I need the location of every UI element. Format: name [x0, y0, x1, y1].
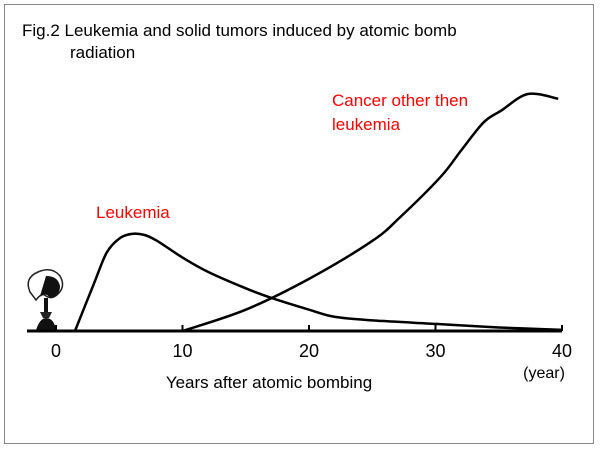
- figure-frame: [4, 4, 594, 444]
- x-tick-label: 30: [425, 341, 445, 361]
- leukemia-line: [73, 232, 563, 332]
- x-axis-label: Years after atomic bombing: [166, 373, 372, 392]
- x-tick-label: 10: [172, 341, 192, 361]
- x-axis: 0 10 20 30 40: [27, 325, 572, 361]
- title-line-1: Fig.2 Leukemia and solid tumors induced …: [22, 21, 457, 40]
- cancer-line: [182, 92, 559, 333]
- series-label-cancer-line-2: leukemia: [332, 115, 401, 134]
- x-axis-unit: (year): [523, 365, 565, 382]
- x-tick-label: 20: [299, 341, 319, 361]
- series-label-leukemia: Leukemia: [96, 203, 170, 222]
- title-line-2: radiation: [70, 43, 136, 62]
- mushroom-cloud-icon: [27, 269, 64, 330]
- x-tick-label: 0: [51, 341, 61, 361]
- series-label-cancer: Cancer other then leukemia: [332, 91, 473, 134]
- series-label-cancer-line-1: Cancer other then: [332, 91, 468, 110]
- x-tick-label: 40: [552, 341, 572, 361]
- chart-title: Fig.2 Leukemia and solid tumors induced …: [22, 20, 457, 64]
